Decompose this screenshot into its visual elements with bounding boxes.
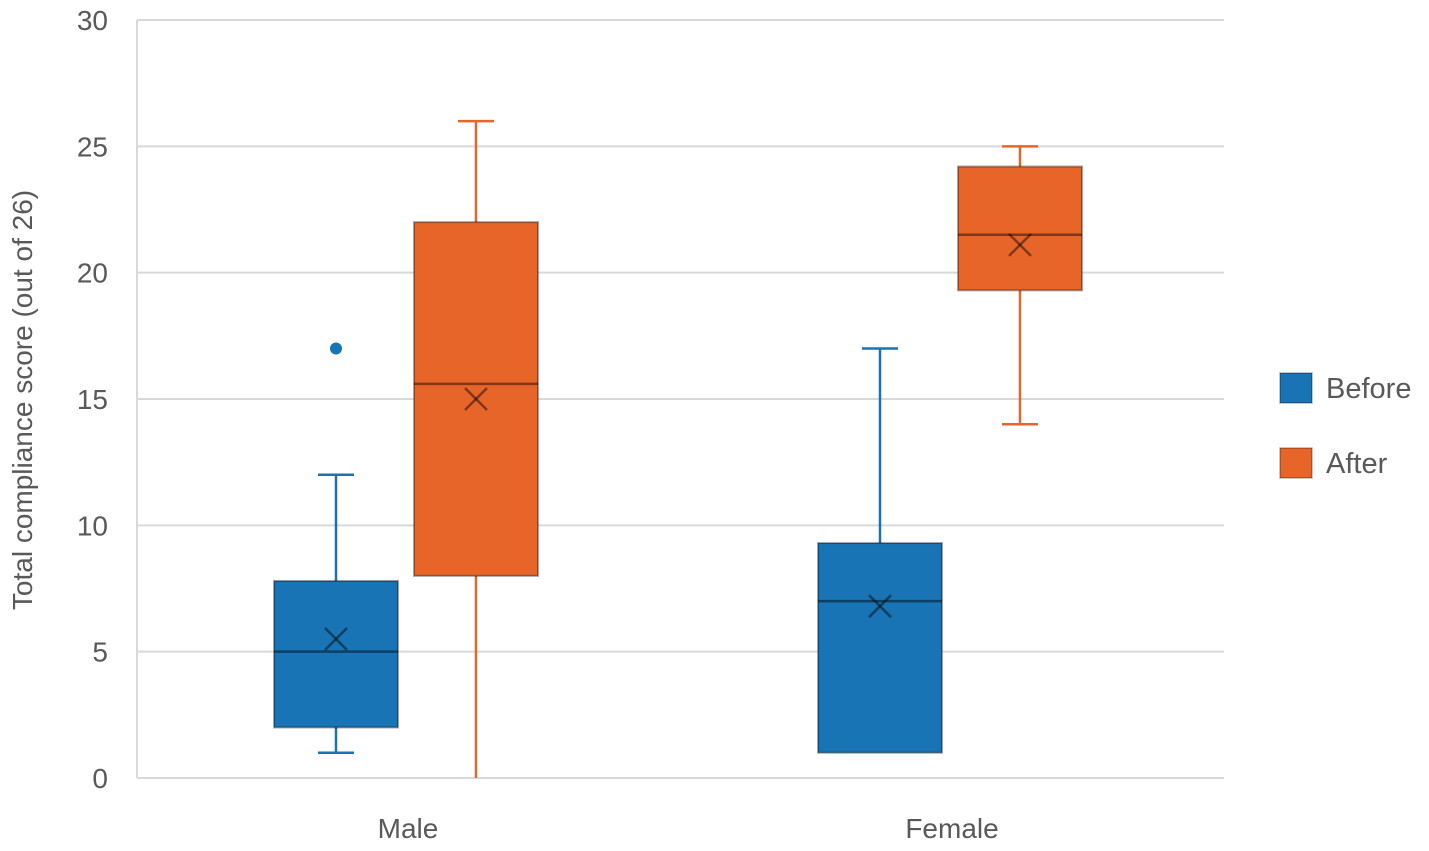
legend-label-before: Before (1326, 373, 1411, 405)
legend-label-after: After (1326, 448, 1388, 480)
box-after-male (413, 119, 539, 778)
iqr-box-before-male (273, 579, 399, 729)
mean-marker-b-after-male (464, 387, 488, 411)
iqr-box-after-female (957, 165, 1083, 292)
mean-marker-b-after-female (1008, 232, 1032, 257)
legend-swatch-before (1279, 372, 1313, 404)
boxes (273, 119, 1083, 778)
outlier-point-before-male-0 (330, 342, 342, 355)
mean-marker-a-after-female (1008, 232, 1032, 257)
mean-marker-a-before-male (324, 627, 348, 651)
y-tick-label-5: 5 (92, 637, 108, 668)
legend-swatch-after (1279, 447, 1313, 479)
iqr-box-before-female (817, 542, 943, 754)
box-before-male (273, 342, 399, 754)
mean-marker-b-before-male (324, 627, 348, 651)
box-after-female (957, 145, 1083, 426)
y-tick-label-30: 30 (77, 5, 108, 36)
box-before-female (817, 347, 943, 754)
iqr-box-after-male (413, 221, 539, 577)
y-tick-label-10: 10 (77, 510, 108, 541)
x-category-label-male: Male (378, 813, 439, 844)
mean-marker-b-before-female (868, 594, 892, 619)
x-axis-category-labels: Male Female (378, 813, 999, 844)
y-axis-title: Total compliance score (out of 26) (7, 190, 38, 610)
y-axis-tick-labels: 0 5 10 15 20 25 30 (77, 5, 108, 794)
y-tick-label-0: 0 (92, 763, 108, 794)
mean-marker-a-before-female (868, 594, 892, 619)
legend: Before After (1279, 372, 1411, 480)
y-tick-label-15: 15 (77, 384, 108, 415)
x-category-label-female: Female (905, 813, 998, 844)
y-tick-label-25: 25 (77, 131, 108, 162)
mean-marker-a-after-male (464, 387, 488, 411)
y-tick-label-20: 20 (77, 258, 108, 289)
